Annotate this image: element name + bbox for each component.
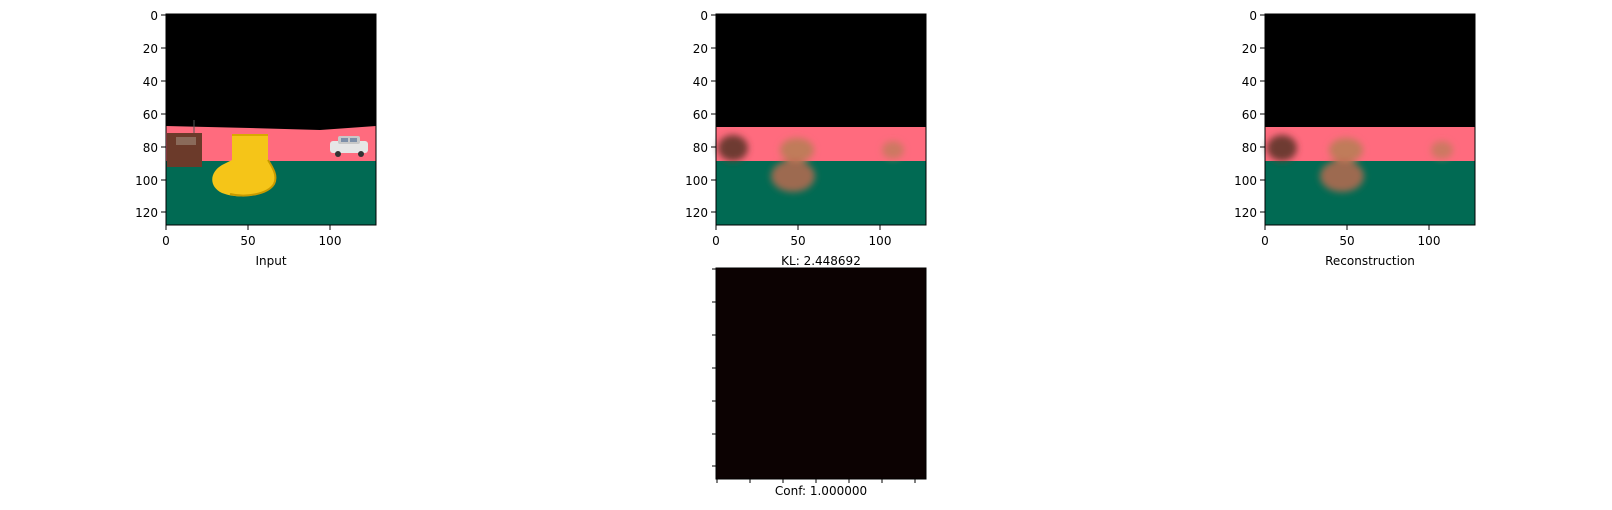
ground-region <box>1265 161 1475 225</box>
x-ticks <box>716 479 916 483</box>
x-tick-label: 0 <box>712 234 720 248</box>
ground-region <box>716 161 926 225</box>
road-top-edge <box>166 124 376 130</box>
x-tick-label: 100 <box>869 234 892 248</box>
image-middle <box>716 14 926 225</box>
y-tick-label: 40 <box>143 75 158 89</box>
x-tick-label: 50 <box>1339 234 1354 248</box>
x-ticks <box>715 225 881 230</box>
blurred-object <box>1431 141 1453 159</box>
y-tick-label: 100 <box>1234 174 1257 188</box>
panel-confidence: Conf: 1.000000 <box>712 267 927 498</box>
blurred-object <box>771 160 815 192</box>
axes-frame <box>1264 13 1476 226</box>
y-ticks <box>712 268 716 467</box>
y-tick-label: 80 <box>693 141 708 155</box>
y-tick-label: 60 <box>143 108 158 122</box>
y-tick-label: 0 <box>150 9 158 23</box>
x-tick-label: 0 <box>162 234 170 248</box>
y-tick-label: 120 <box>135 206 158 220</box>
yellow-object <box>212 134 277 197</box>
x-axis-label: Conf: 1.000000 <box>775 484 867 498</box>
x-ticks <box>165 225 331 230</box>
y-tick-label: 40 <box>1242 75 1257 89</box>
x-tick-label: 50 <box>790 234 805 248</box>
x-tick-label: 100 <box>319 234 342 248</box>
white-car <box>330 136 368 157</box>
y-tick-label: 80 <box>1242 141 1257 155</box>
y-ticks <box>161 14 166 213</box>
blurred-object <box>780 138 814 162</box>
kl-label: KL: 2.448692 <box>781 254 861 268</box>
axes-frame <box>715 13 927 226</box>
y-tick-label: 60 <box>693 108 708 122</box>
blurred-object <box>1320 160 1364 192</box>
y-ticks <box>711 14 716 213</box>
panel-middle: 0 20 40 60 80 100 120 0 50 100 <box>685 9 927 248</box>
panel-reconstruction: 0 20 40 60 80 100 120 0 50 100 Reconstru… <box>1234 9 1476 268</box>
blurred-object <box>882 141 904 159</box>
y-ticks <box>1260 14 1265 213</box>
y-tick-label: 20 <box>143 42 158 56</box>
y-tick-label: 80 <box>143 141 158 155</box>
y-tick-label: 0 <box>1249 9 1257 23</box>
axes-frame <box>165 13 377 226</box>
x-axis-label: Reconstruction <box>1325 254 1415 268</box>
brown-object-window <box>176 137 196 145</box>
image-input <box>166 14 376 225</box>
panel-input: 0 20 40 60 80 100 120 0 50 100 Input <box>135 9 377 268</box>
x-axis-label: Input <box>255 254 286 268</box>
y-tick-label: 40 <box>693 75 708 89</box>
y-tick-label: 20 <box>693 42 708 56</box>
blurred-object <box>1267 135 1297 161</box>
y-tick-label: 0 <box>700 9 708 23</box>
y-tick-label: 60 <box>1242 108 1257 122</box>
y-tick-label: 20 <box>1242 42 1257 56</box>
x-ticks <box>1264 225 1430 230</box>
image-reconstruction <box>1265 14 1475 225</box>
y-tick-label: 120 <box>1234 206 1257 220</box>
axes-frame <box>715 267 927 480</box>
road-band <box>166 126 376 161</box>
y-tick-label: 120 <box>685 206 708 220</box>
y-tick-label: 100 <box>685 174 708 188</box>
blurred-object <box>1329 138 1363 162</box>
x-tick-label: 50 <box>240 234 255 248</box>
blurred-object <box>718 135 748 161</box>
x-tick-label: 0 <box>1261 234 1269 248</box>
y-tick-label: 100 <box>135 174 158 188</box>
confidence-image <box>716 268 926 479</box>
x-tick-label: 100 <box>1418 234 1441 248</box>
